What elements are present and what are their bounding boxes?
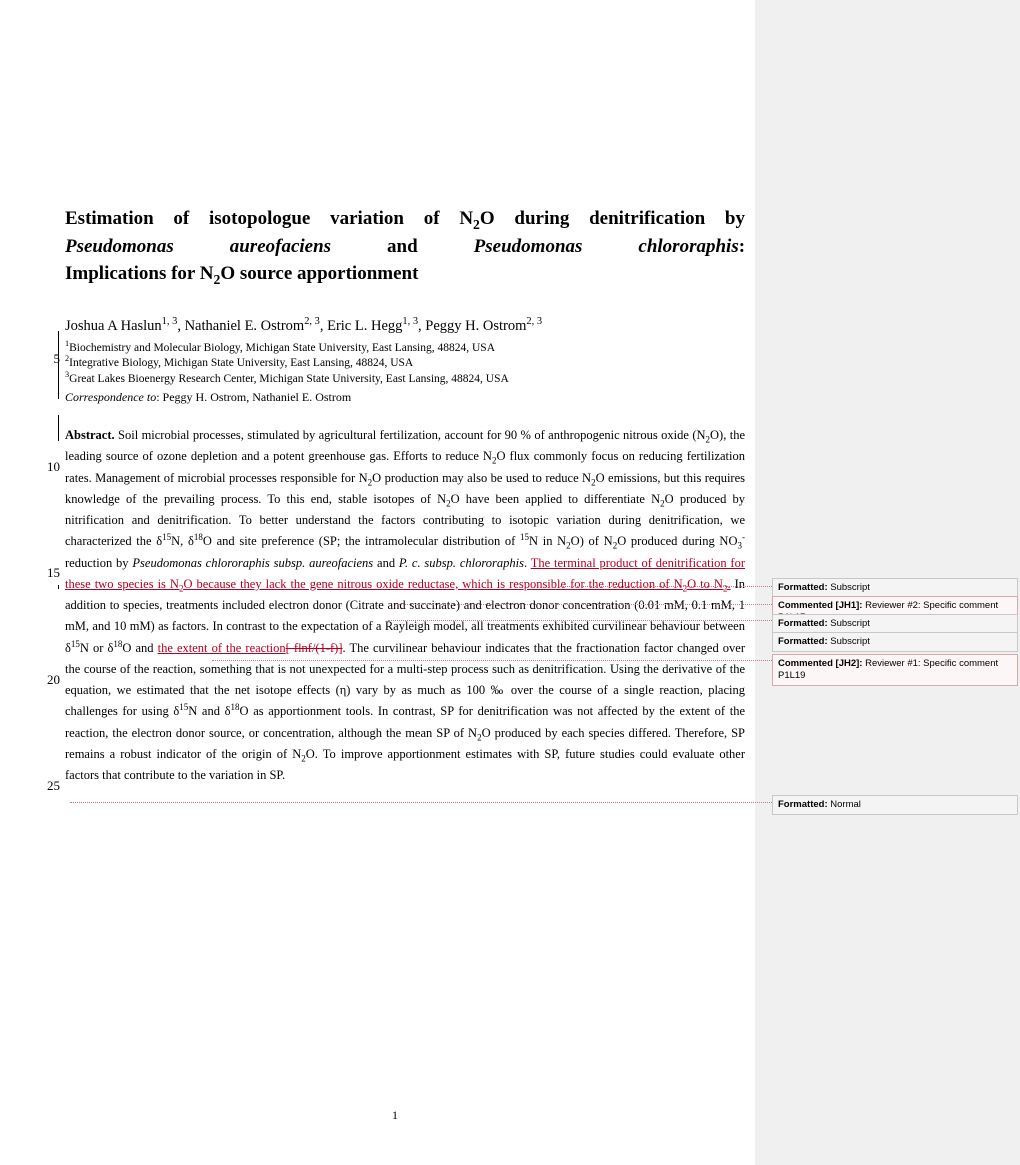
comment-formatted[interactable]: Formatted: Subscript: [772, 614, 1018, 634]
authors: Joshua A Haslun1, 3, Nathaniel E. Ostrom…: [65, 318, 745, 335]
title-genus: Pseudomonas: [65, 236, 174, 257]
line-number: 15: [47, 565, 60, 581]
document-page: Estimation of isotopologue variation of …: [65, 205, 745, 786]
line-number: 20: [47, 672, 60, 688]
change-bar: [58, 585, 59, 589]
title-line3: Implications for N2O source apportionmen…: [65, 260, 745, 288]
abstract: Abstract. Soil microbial processes, stim…: [65, 425, 745, 786]
comment-connector: [388, 620, 772, 621]
comment-formatted[interactable]: Formatted: Subscript: [772, 632, 1018, 652]
title-species: aureofaciens: [230, 236, 331, 257]
comment-formatted[interactable]: Formatted: Normal: [772, 795, 1018, 815]
title-and: and: [387, 236, 418, 257]
change-bar: [58, 415, 59, 441]
line-number: 10: [47, 459, 60, 475]
comment-connector: [212, 660, 772, 661]
comment-connector: [70, 802, 772, 803]
comment-connector: [560, 586, 772, 587]
title: Estimation of isotopologue variation of …: [65, 205, 745, 288]
line-number: 5: [54, 351, 61, 367]
title-species: chlororaphis: [638, 236, 738, 257]
title-genus: Pseudomonas: [474, 236, 583, 257]
change-bar: [58, 331, 59, 399]
abstract-text: Soil microbial processes, stimulated by …: [65, 428, 745, 782]
comment-reviewer[interactable]: Commented [JH2]: Reviewer #1: Specific c…: [772, 654, 1018, 686]
affiliations: 1Biochemistry and Molecular Biology, Mic…: [65, 341, 745, 388]
comment-formatted[interactable]: Formatted: Subscript: [772, 578, 1018, 598]
title-line1: Estimation of isotopologue variation of …: [65, 208, 745, 229]
abstract-label: Abstract.: [65, 428, 115, 442]
page-number: 1: [392, 1108, 398, 1123]
line-number: 25: [47, 778, 60, 794]
correspondence: Correspondence to: Peggy H. Ostrom, Nath…: [65, 390, 745, 405]
comment-connector: [395, 604, 772, 605]
